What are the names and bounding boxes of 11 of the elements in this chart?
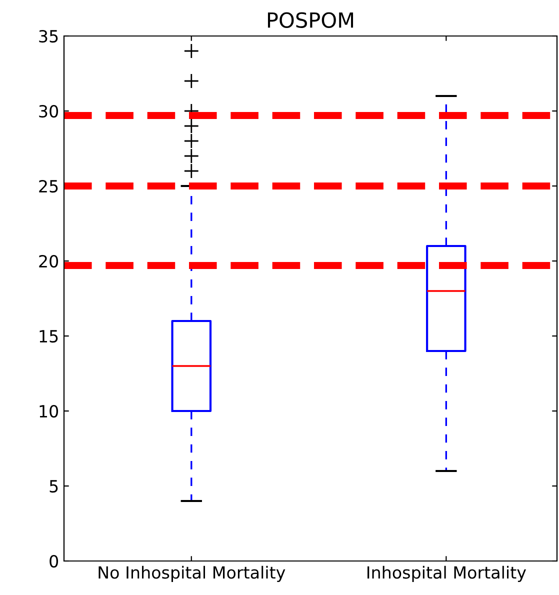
x-tick-label: No Inhospital Mortality [98,566,286,582]
y-tick-label: 25 [39,180,58,193]
y-tick-label: 30 [39,104,58,118]
chart-title: POSPOM [268,12,354,28]
y-tick-label: 10 [40,404,58,418]
y-tick-label: 5 [50,480,58,493]
x-tick-label: Inhospital Mortality [367,566,526,582]
y-tick-label: 35 [39,30,58,43]
y-tick-label: 15 [40,330,58,343]
y-tick-label: 20 [39,254,58,268]
y-tick-label: 0 [50,554,58,568]
